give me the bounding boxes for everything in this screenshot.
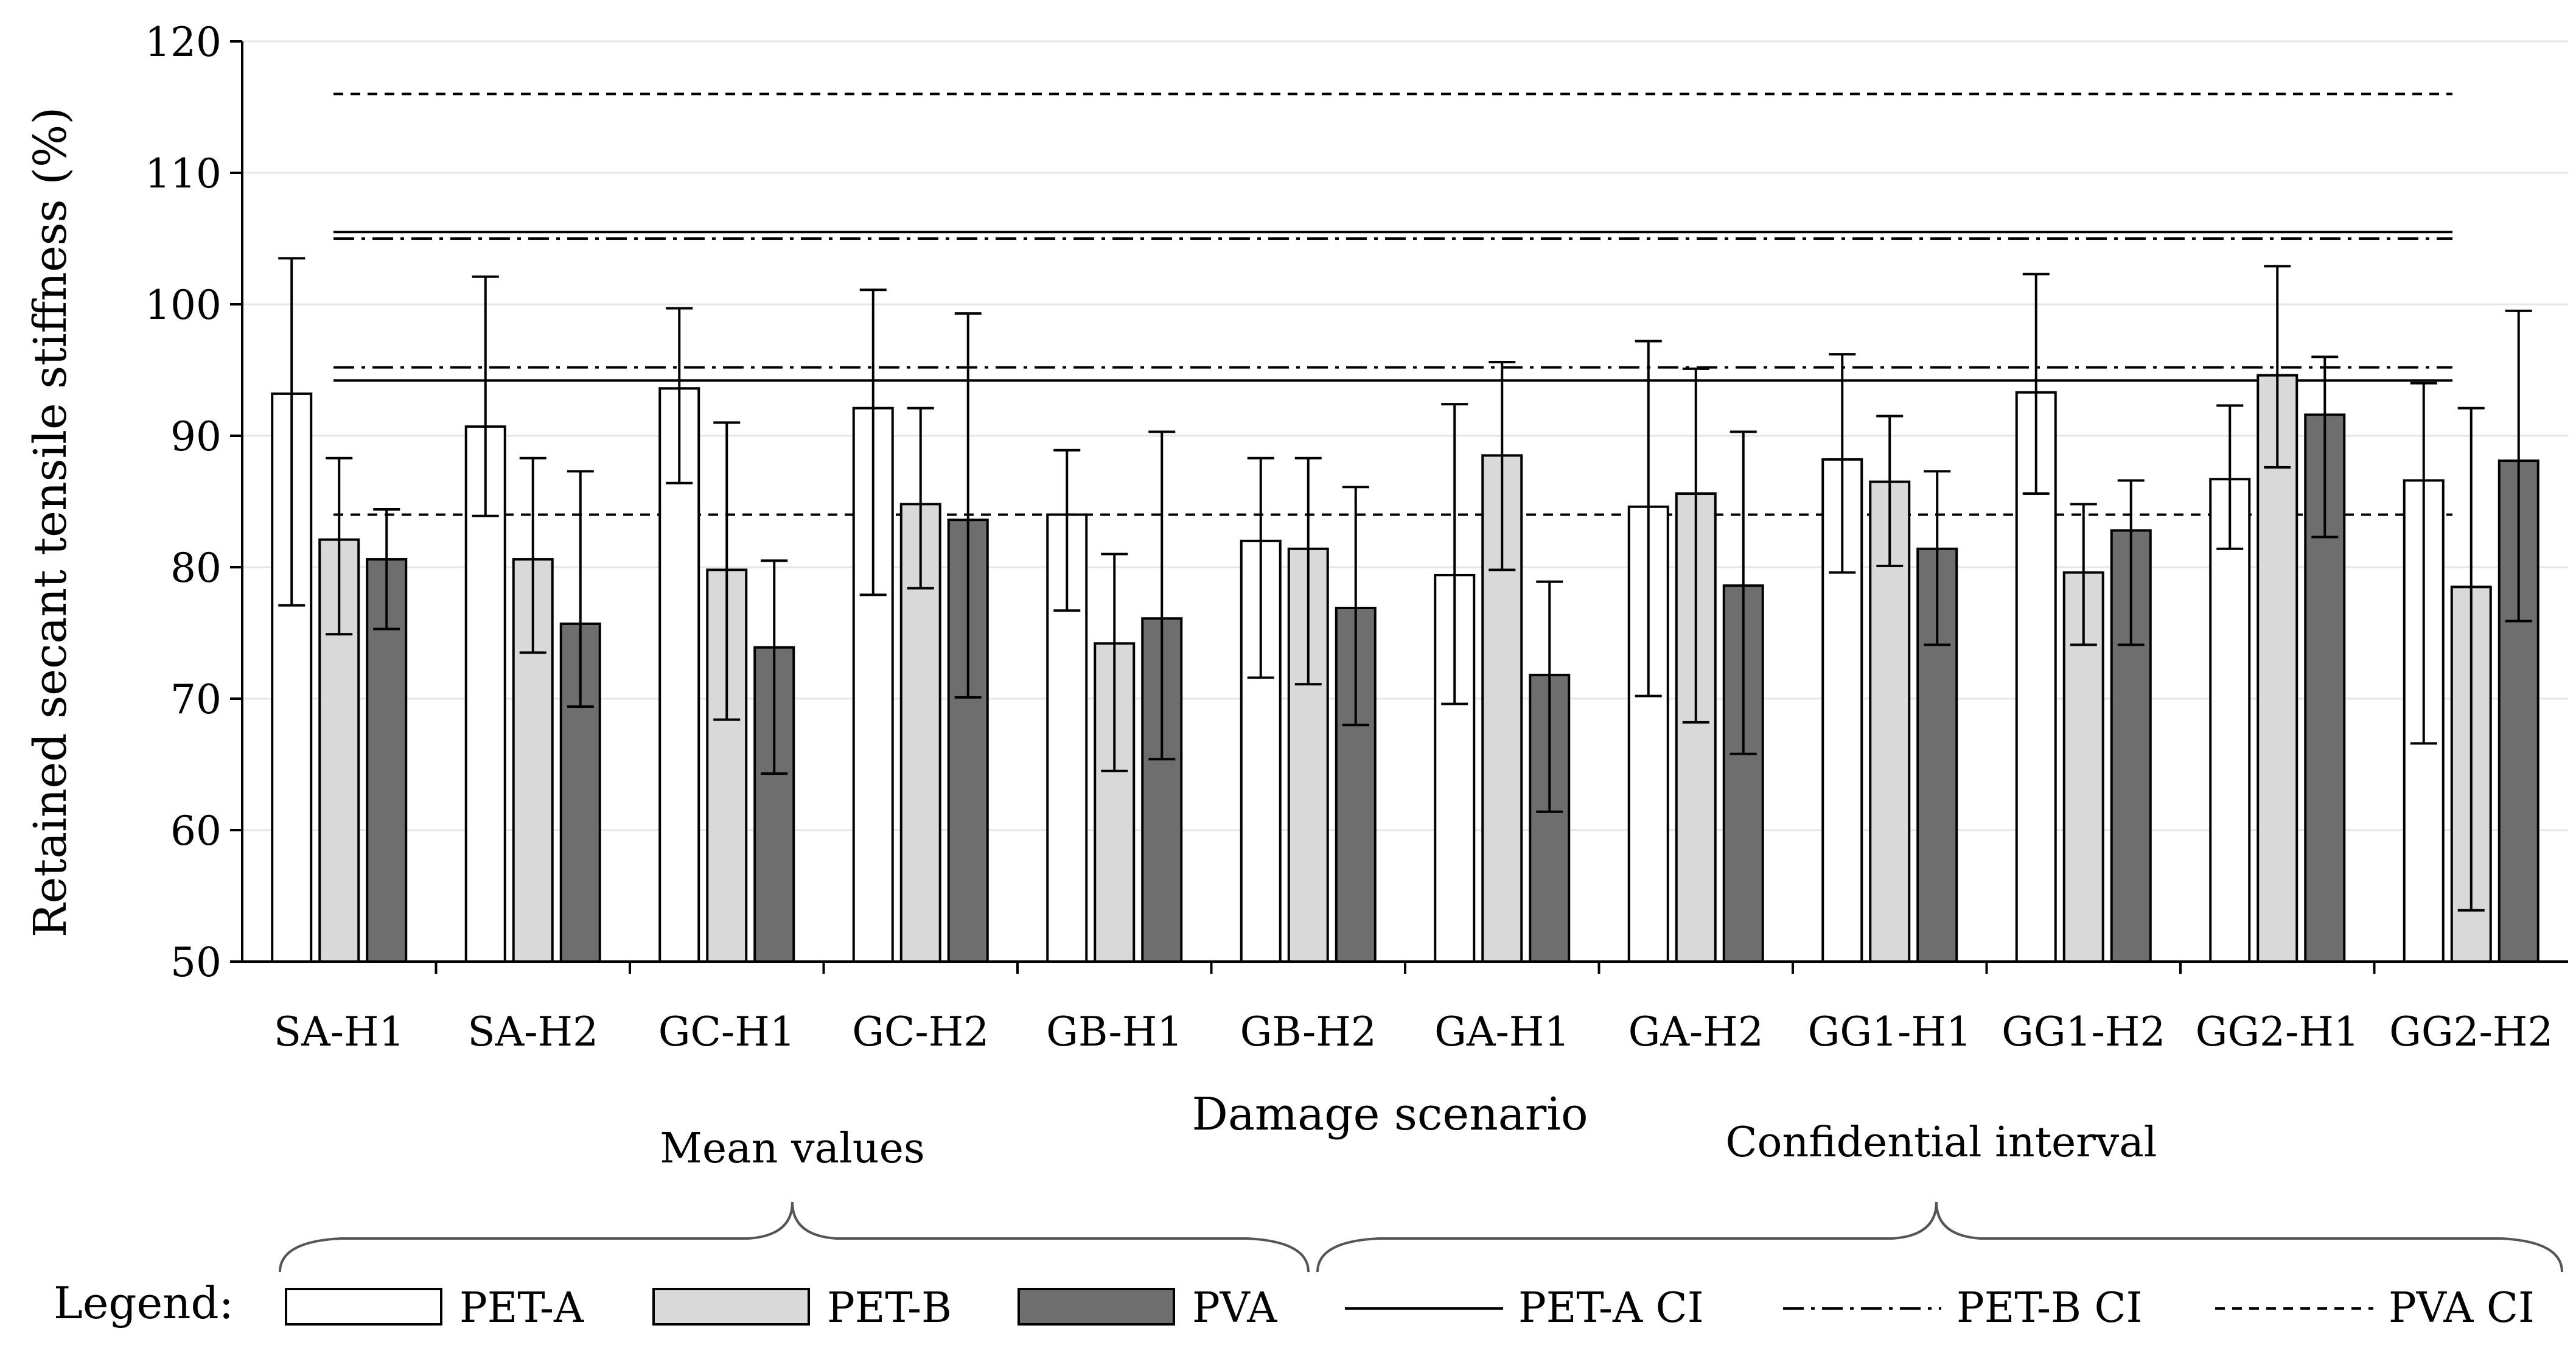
y-tick-label-90: 90 [170,413,222,460]
y-tick-label-70: 70 [170,676,222,723]
y-tick-label-80: 80 [170,545,222,592]
x-tick-label-gb-h2: GB-H2 [1240,1008,1377,1055]
legend-label-pet-b: PET-B [827,1284,952,1332]
mean-values-brace [279,1201,1310,1273]
confidence-interval-lines [333,93,2452,516]
x-tick-label-gb-h1: GB-H1 [1046,1008,1182,1055]
legend-label-pet-a-ci: PET-A CI [1518,1284,1704,1332]
legend: Legend: PET-A PET-B PVA PET-A CI PET-B CI PVA… [54,1277,2535,1332]
x-tick-label-ga-h2: GA-H2 [1628,1008,1764,1055]
x-ticks: SA-H1 SA-H2 GC-H1 GC-H2 GB-H1 GB-H2 GA-H1 GA-H2… [274,962,2553,1055]
legend-label-pva: PVA [1192,1284,1277,1332]
legend-swatch-pva [1017,1288,1175,1326]
confidential-interval-brace [1316,1201,2563,1273]
y-axis-label: Retained secant tensile stiffness (%) [24,107,77,937]
x-tick-label-gg1-h1: GG1-H1 [1808,1008,1972,1055]
x-tick-label-sa-h1: SA-H1 [274,1008,405,1055]
x-tick-label-gg2-h1: GG2-H1 [2196,1008,2359,1055]
y-tick-label-50: 50 [170,939,222,986]
legend-label-pet-b-ci: PET-B CI [1956,1284,2142,1332]
x-tick-label-gg2-h2: GG2-H2 [2389,1008,2553,1055]
y-ticks: 50 60 70 80 90 100 110 120 [145,19,242,986]
y-tick-label-120: 120 [145,19,222,66]
x-axis-label: Damage scenario [1192,1088,1588,1141]
x-tick-label-ga-h1: GA-H1 [1434,1008,1569,1055]
y-tick-label-60: 60 [170,808,222,854]
y-tick-label-100: 100 [145,282,222,329]
legend-label-pet-a: PET-A [459,1284,584,1332]
mean-values-annotation: Mean values [660,1125,924,1173]
x-tick-label-gc-h1: GC-H1 [658,1008,795,1055]
x-tick-label-gc-h2: GC-H2 [852,1008,989,1055]
legend-label-pva-ci: PVA CI [2389,1284,2535,1332]
gridlines [242,40,2568,831]
legend-swatch-pet-a [285,1288,442,1326]
legend-title: Legend: [54,1277,234,1329]
error-bars [278,257,2532,912]
confidential-interval-annotation: Confidential interval [1726,1119,2157,1167]
x-tick-label-gg1-h2: GG1-H2 [2002,1008,2165,1055]
x-tick-label-sa-h2: SA-H2 [467,1008,598,1055]
bars [271,374,2539,963]
bar-pet-a-gg2-h1 [2209,478,2251,963]
y-tick-label-110: 110 [145,150,222,197]
legend-swatch-pet-b [652,1288,810,1326]
